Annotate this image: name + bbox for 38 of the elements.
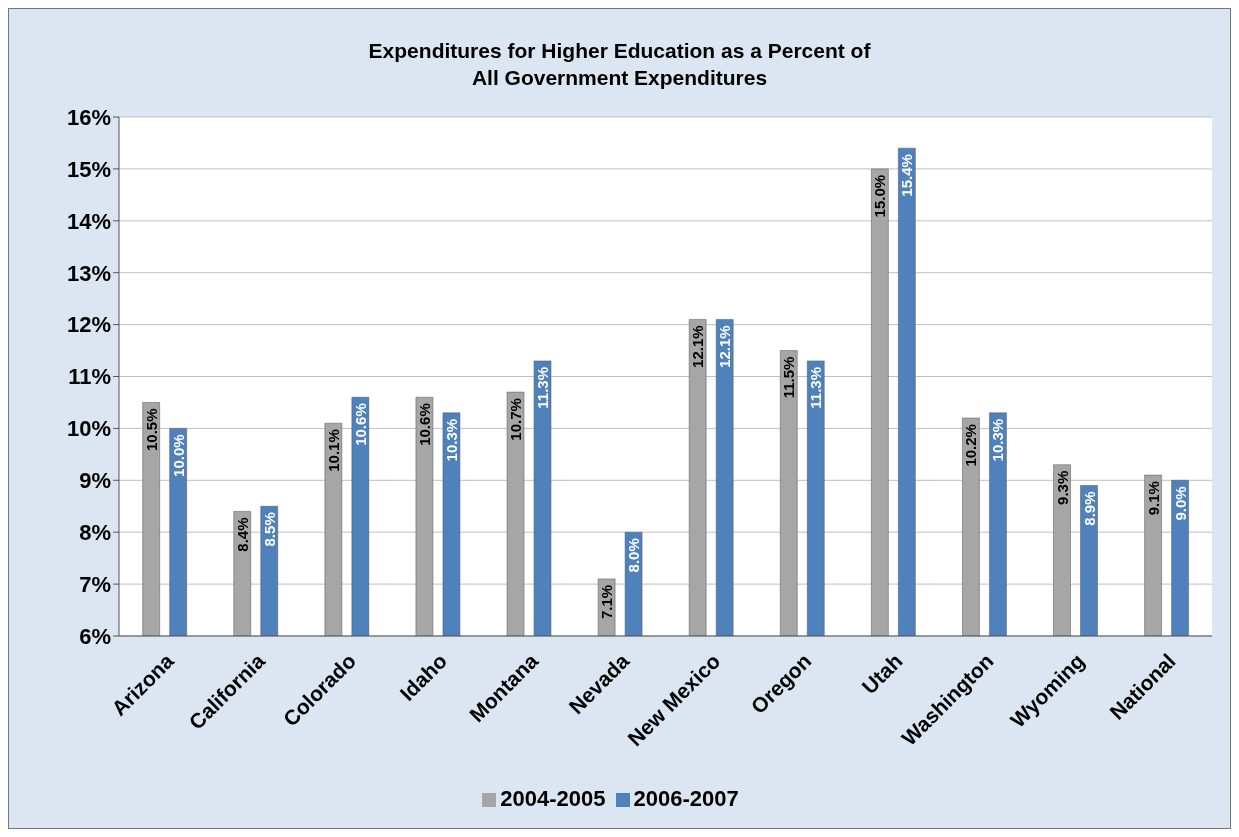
y-tick-label: 15%	[66, 156, 111, 182]
legend-label: 2006-2007	[633, 786, 739, 811]
y-tick-label: 12%	[66, 312, 111, 338]
y-tick-label: 8%	[79, 520, 111, 546]
data-label: 8.0%	[625, 538, 643, 573]
data-label: 10.3%	[989, 418, 1007, 462]
data-label: 10.0%	[169, 434, 187, 477]
y-tick-label: 6%	[79, 623, 111, 649]
data-label: 10.6%	[351, 403, 369, 446]
data-label: 9.0%	[1171, 486, 1189, 521]
data-label: 8.4%	[233, 517, 251, 552]
y-tick-label: 9%	[79, 468, 111, 494]
y-tick-label: 16%	[66, 104, 111, 130]
data-label: 11.3%	[534, 366, 552, 409]
data-label: 11.3%	[807, 366, 825, 409]
y-tick-label: 11%	[68, 364, 111, 390]
data-label: 12.1%	[716, 325, 734, 368]
data-label: 12.1%	[689, 325, 707, 368]
data-label: 9.3%	[1053, 470, 1071, 505]
data-label: 10.7%	[507, 398, 525, 441]
y-tick-label: 14%	[66, 208, 111, 234]
data-label: 10.6%	[415, 403, 433, 446]
y-tick-label: 13%	[66, 260, 111, 286]
data-label: 10.1%	[324, 429, 342, 472]
data-label: 15.4%	[898, 154, 916, 197]
chart-title: Expenditures for Higher Education as a Percent of All Government Expenditures	[367, 38, 872, 91]
data-label: 9.1%	[1144, 481, 1162, 516]
data-label: 7.1%	[598, 584, 616, 620]
data-label: 11.5%	[780, 356, 798, 399]
data-label: 8.5%	[260, 512, 278, 547]
data-label: 10.2%	[962, 424, 980, 467]
data-label: 10.3%	[442, 418, 460, 462]
legend-label: 2004-2005	[500, 786, 606, 811]
y-tick-label: 7%	[79, 571, 111, 597]
data-label: 10.5%	[142, 408, 160, 451]
data-label: 8.9%	[1080, 491, 1098, 526]
data-label: 15.0%	[871, 174, 889, 218]
y-tick-label: 10%	[66, 416, 111, 442]
